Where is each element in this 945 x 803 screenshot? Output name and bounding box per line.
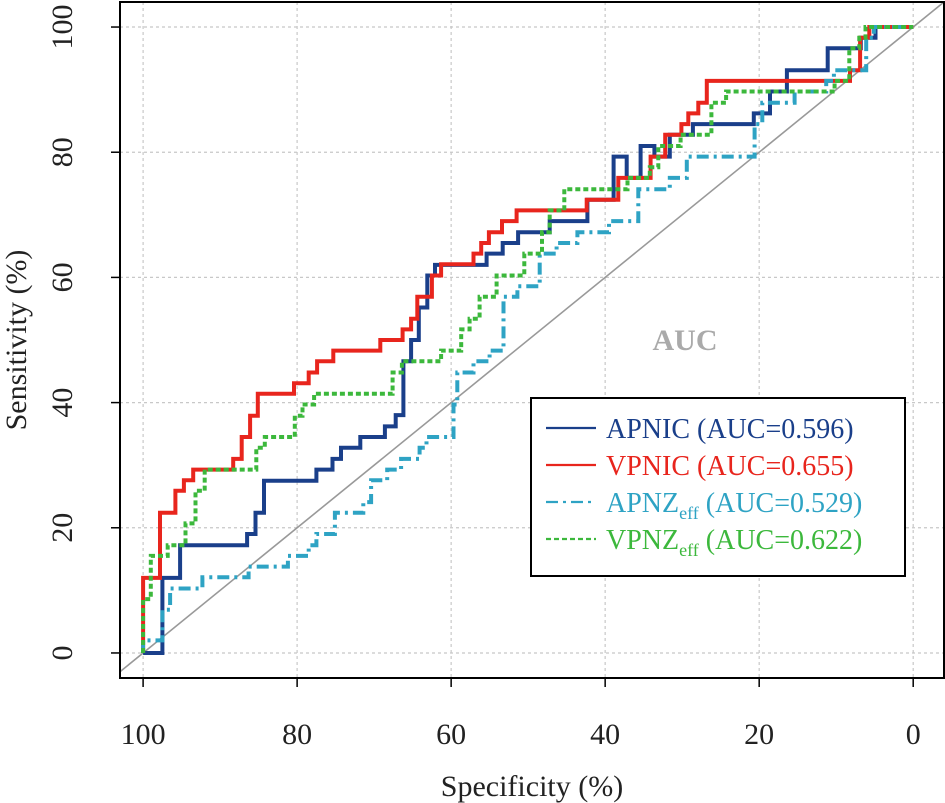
reference-diagonal-line [119, 1, 945, 673]
y-tick-label: 80 [46, 137, 79, 167]
x-tick-label: 60 [436, 718, 466, 751]
y-tick-label: 100 [46, 5, 79, 50]
x-tick-label: 0 [906, 718, 921, 751]
series-line-apnzeff [141, 25, 914, 653]
plot-frame [119, 1, 945, 679]
legend-label: VPNIC (AUC=0.655) [606, 451, 854, 482]
x-axis-label: Specificity (%) [441, 770, 623, 803]
legend-label: APNZeff (AUC=0.529) [606, 488, 862, 523]
y-tick-label: 40 [46, 388, 79, 418]
y-tick-label: 20 [46, 513, 79, 543]
legend-series-subscript: eff [679, 503, 699, 523]
legend-series-name: APNIC [606, 414, 690, 445]
legend-auc-value: (AUC=0.622) [699, 525, 863, 556]
legend-series-subscript: eff [679, 540, 699, 560]
legend: APNIC (AUC=0.596)VPNIC (AUC=0.655)APNZef… [530, 397, 906, 577]
series-group [141, 25, 914, 655]
x-tick-label: 40 [590, 718, 620, 751]
x-tick-label: 80 [282, 718, 312, 751]
legend-series-name: VPNZ [606, 525, 679, 556]
axes: 100 80 60 40 20 0 0 20 40 60 80 100 [46, 5, 921, 751]
y-tick-label: 0 [46, 645, 79, 660]
series-line-vpnic [141, 25, 914, 653]
x-tick-label: 100 [121, 718, 166, 751]
series-line-vpnzeff [141, 25, 914, 653]
legend-auc-value: (AUC=0.655) [690, 451, 854, 482]
legend-series-name: APNZ [606, 488, 679, 519]
x-tick-label: 20 [744, 718, 774, 751]
legend-auc-value: (AUC=0.529) [699, 488, 863, 519]
legend-auc-value: (AUC=0.596) [690, 414, 854, 445]
y-axis-label: Sensitivity (%) [0, 250, 33, 431]
series-line-apnic [143, 25, 914, 655]
auc-annotation: AUC [653, 324, 718, 357]
legend-label: VPNZeff (AUC=0.622) [606, 525, 862, 560]
legend-series-name: VPNIC [606, 451, 690, 482]
y-tick-label: 60 [46, 262, 79, 292]
legend-label: APNIC (AUC=0.596) [606, 414, 854, 445]
